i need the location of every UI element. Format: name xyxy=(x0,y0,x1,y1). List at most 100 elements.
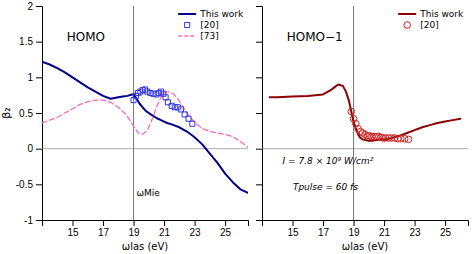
series-point xyxy=(165,100,170,105)
series-point xyxy=(169,103,174,108)
y-axis-title: β₂ xyxy=(0,107,13,118)
x-tick-mark xyxy=(415,220,416,226)
legend-swatch xyxy=(185,22,190,27)
x-tick-label: 25 xyxy=(220,227,232,238)
y-tick-mark xyxy=(256,113,262,114)
x-tick-mark xyxy=(134,220,135,226)
y-tick xyxy=(256,220,262,221)
x-tick: 17 xyxy=(98,220,110,238)
y-tick-mark xyxy=(36,6,42,7)
y-tick xyxy=(256,42,262,43)
annotation: ωMie xyxy=(137,188,161,198)
x-tick-mark xyxy=(195,220,196,226)
x-axis: 15 17 19 21 23 25 xyxy=(43,220,249,238)
y-axis-line xyxy=(36,7,43,221)
x-tick-label: 19 xyxy=(348,227,360,238)
y-tick-label: 1 xyxy=(27,72,33,83)
legend-swatch xyxy=(404,22,411,29)
x-axis-line xyxy=(263,221,469,227)
annotation: Tpulse = 60 fs xyxy=(293,182,358,192)
legend-swatch xyxy=(398,13,416,15)
y-tick: 1 xyxy=(27,72,42,83)
x-tick: 21 xyxy=(379,220,391,238)
legend-label: This work xyxy=(419,9,464,19)
x-tick: 21 xyxy=(159,220,171,238)
y-tick-label: 1.5 xyxy=(19,36,33,47)
x-tick-label: 15 xyxy=(287,227,299,238)
y-axis: -1-0.500.511.52 xyxy=(16,1,43,226)
legend-label: [20] xyxy=(200,20,218,30)
legend-item: This work xyxy=(178,9,244,19)
zero-line xyxy=(42,148,248,149)
y-tick-mark xyxy=(36,77,42,78)
y-tick: -0.5 xyxy=(16,179,42,190)
x-tick-mark xyxy=(384,220,385,226)
y-tick-mark xyxy=(256,42,262,43)
chart: 151719212325-1-0.500.511.52ωlas (eV)β₂HO… xyxy=(0,0,474,254)
x-tick-mark xyxy=(323,220,324,226)
panel: 151719212325-1-0.500.511.52ωlas (eV)β₂HO… xyxy=(0,1,249,252)
x-tick: 17 xyxy=(318,220,330,238)
y-tick xyxy=(256,149,262,150)
series-point xyxy=(398,135,405,142)
y-tick xyxy=(256,77,262,78)
x-tick-mark xyxy=(164,220,165,226)
y-tick-label: -0.5 xyxy=(16,179,34,190)
legend-label: [20] xyxy=(420,20,438,30)
series-point xyxy=(190,121,195,126)
y-tick-label: -1 xyxy=(24,215,33,226)
series-line xyxy=(270,84,461,140)
plot-area xyxy=(262,6,468,220)
y-tick xyxy=(256,6,262,7)
y-tick: 1.5 xyxy=(19,36,42,47)
legend-label: This work xyxy=(199,9,244,19)
x-tick-label: 25 xyxy=(440,227,452,238)
y-tick-mark xyxy=(36,220,42,221)
x-tick-mark xyxy=(103,220,104,226)
x-tick: 19 xyxy=(128,220,140,238)
y-tick-mark xyxy=(256,149,262,150)
panel-title: HOMO−1 xyxy=(287,30,343,44)
x-axis: 15 17 19 21 23 25 xyxy=(263,220,469,238)
legend-item: [20] xyxy=(185,20,219,30)
series-point xyxy=(186,116,191,121)
x-tick-mark xyxy=(445,220,446,226)
x-tick-label: 23 xyxy=(190,227,202,238)
y-tick-label: 0.5 xyxy=(19,108,33,119)
legend-label: [73] xyxy=(200,31,218,41)
legend: This work[20][73] xyxy=(178,9,244,41)
y-tick-mark xyxy=(256,184,262,185)
series-point xyxy=(178,107,183,112)
x-tick: 23 xyxy=(190,220,202,238)
series-point xyxy=(172,105,177,110)
x-axis-title: ωlas (eV) xyxy=(342,241,389,252)
legend: This work[20] xyxy=(398,9,464,30)
y-tick-mark xyxy=(36,113,42,114)
x-tick: 15 xyxy=(67,220,79,238)
legend-swatch xyxy=(178,35,196,36)
x-tick: 25 xyxy=(220,220,232,238)
x-tick-label: 15 xyxy=(67,227,79,238)
series-line xyxy=(42,62,248,193)
series-point xyxy=(163,95,168,100)
legend-item: [20] xyxy=(404,20,439,30)
x-tick-mark xyxy=(73,220,74,226)
y-tick xyxy=(256,184,262,185)
y-tick-mark xyxy=(256,6,262,7)
x-tick-label: 17 xyxy=(318,227,330,238)
x-tick: 23 xyxy=(410,220,422,238)
panel-title: HOMO xyxy=(67,30,105,44)
x-tick-label: 23 xyxy=(410,227,422,238)
x-tick-mark xyxy=(354,220,355,226)
plot-area xyxy=(42,6,248,220)
y-axis xyxy=(256,7,263,221)
legend-item: This work xyxy=(398,9,464,19)
mie-line xyxy=(133,6,134,220)
y-tick-mark xyxy=(256,220,262,221)
legend-item: [73] xyxy=(178,31,218,41)
legend-swatch xyxy=(178,13,196,15)
x-tick: 19 xyxy=(348,220,360,238)
x-tick-label: 19 xyxy=(128,227,140,238)
y-tick-label: 2 xyxy=(27,1,33,12)
x-axis-line xyxy=(43,221,249,227)
